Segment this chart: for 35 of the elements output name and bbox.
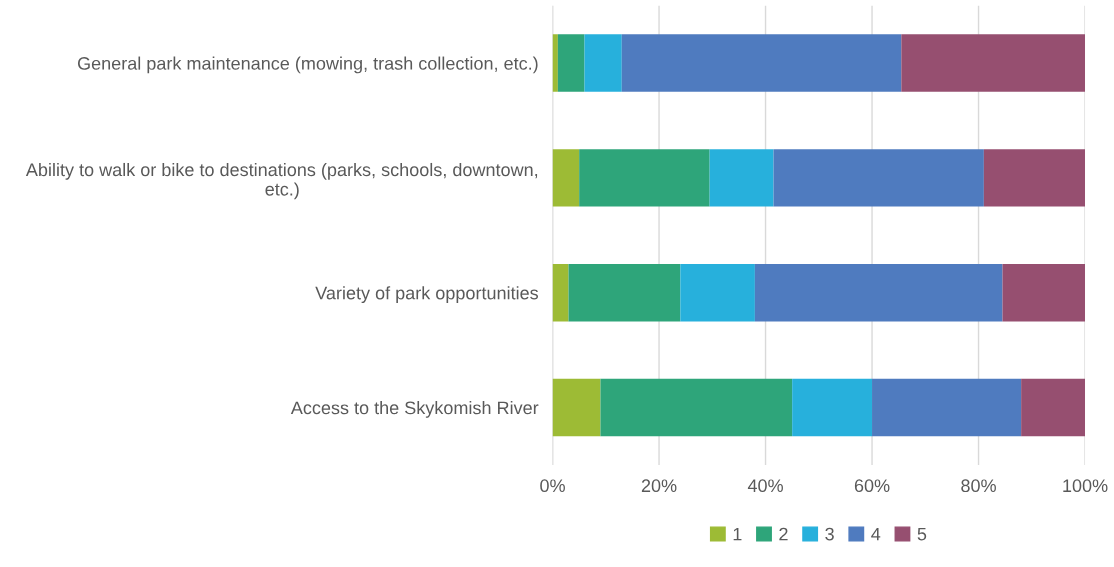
y-tick-label: Variety of park opportunities — [315, 286, 539, 303]
legend-label: 4 — [871, 527, 881, 541]
bar — [584, 34, 622, 92]
x-tick-label: 20% — [641, 479, 677, 493]
bar — [621, 34, 902, 92]
y-tick-label: Access to the Skykomish River — [290, 400, 539, 418]
x-tick-label: 40% — [747, 479, 783, 493]
x-tick-label: 80% — [961, 479, 996, 493]
bar — [709, 149, 774, 207]
x-tick-label: 60% — [854, 479, 890, 493]
bar — [557, 34, 585, 92]
y-tick-label: General park maintenance (mowing, trash collection, etc.) — [77, 56, 538, 74]
bar — [872, 378, 1022, 437]
bar — [600, 378, 793, 437]
bar — [901, 34, 1086, 92]
bar — [773, 149, 984, 207]
bar — [680, 264, 755, 322]
bar — [579, 149, 710, 207]
bar — [792, 378, 873, 437]
bar — [552, 149, 580, 207]
legend-label: 3 — [825, 527, 834, 541]
bar — [552, 378, 601, 437]
y-tick-label: Ability to walk or bike to destinations (parks, schools, downtown, etc.) — [25, 162, 538, 200]
bar — [754, 264, 1003, 322]
bar — [552, 264, 569, 322]
legend-label: 1 — [733, 527, 742, 541]
x-tick-label: 100% — [1063, 479, 1108, 493]
bar — [552, 34, 558, 92]
legend-label: 2 — [779, 527, 788, 541]
bar — [983, 149, 1086, 207]
legend-label: 5 — [917, 527, 927, 541]
bar — [568, 264, 681, 322]
bar — [1021, 378, 1086, 437]
bar — [1002, 264, 1086, 322]
x-tick-label: 0% — [540, 479, 565, 493]
